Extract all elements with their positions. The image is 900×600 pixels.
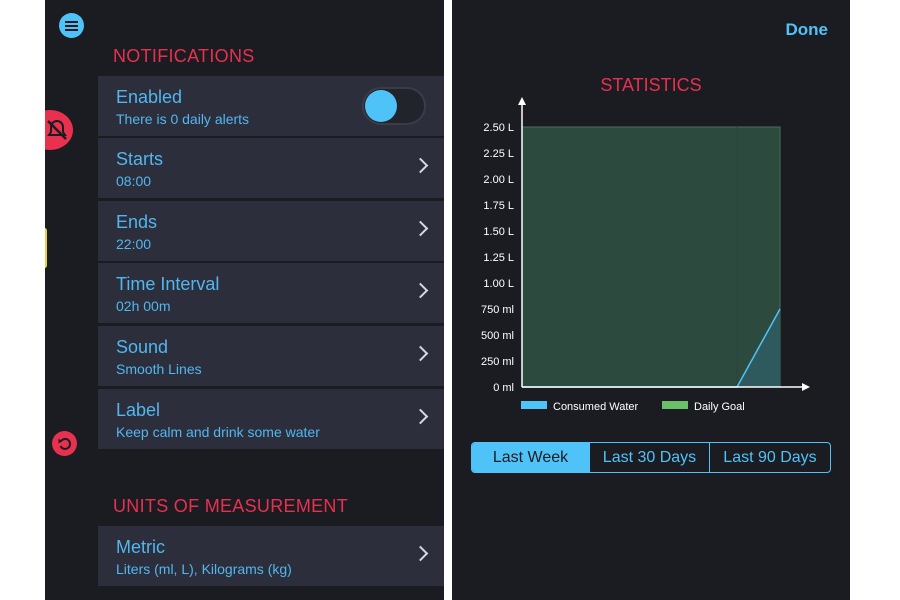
row-sound-title: Sound bbox=[116, 337, 169, 357]
menu-icon[interactable] bbox=[59, 13, 84, 38]
legend-label-daily-goal: Daily Goal bbox=[694, 401, 745, 413]
water-chart: 0 ml 250 ml 500 ml 750 ml 1.00 L 1.25 L 1.50 L… bbox=[481, 97, 810, 413]
chevron-right-icon bbox=[412, 408, 429, 425]
legend-swatch-consumed-water bbox=[521, 401, 547, 409]
chevron-right-icon bbox=[412, 157, 429, 174]
statistics-title: STATISTICS bbox=[600, 75, 702, 95]
reset-icon[interactable] bbox=[52, 431, 77, 456]
row-sound-subtitle: Smooth Lines bbox=[116, 361, 202, 377]
y-tick-label: 1.00 L bbox=[483, 278, 514, 290]
x-axis-arrow bbox=[802, 383, 810, 391]
chevron-right-icon bbox=[412, 282, 429, 299]
row-metric-subtitle: Liters (ml, L), Kilograms (kg) bbox=[116, 561, 292, 577]
toggle-knob bbox=[365, 90, 397, 122]
row-sound[interactable]: Sound Smooth Lines bbox=[98, 326, 444, 386]
y-tick-label: 2.50 L bbox=[483, 122, 514, 134]
daily-goal-area bbox=[521, 126, 781, 388]
row-time-interval[interactable]: Time Interval 02h 00m bbox=[98, 263, 444, 323]
row-ends[interactable]: Ends 22:00 bbox=[98, 201, 444, 261]
row-enabled-title: Enabled bbox=[116, 87, 183, 107]
tab-last-30-days[interactable]: Last 30 Days bbox=[590, 443, 710, 472]
row-enabled[interactable]: Enabled There is 0 daily alerts bbox=[98, 76, 444, 136]
y-tick-label: 1.75 L bbox=[483, 200, 514, 212]
tab-last-90-days[interactable]: Last 90 Days bbox=[723, 448, 817, 466]
units-header: UNITS OF MEASUREMENT bbox=[113, 496, 349, 516]
chevron-right-icon bbox=[412, 345, 429, 362]
row-metric[interactable]: Metric Liters (ml, L), Kilograms (kg) bbox=[98, 526, 444, 586]
row-label[interactable]: Label Keep calm and drink some water bbox=[98, 389, 444, 449]
legend-swatch-daily-goal bbox=[662, 401, 688, 409]
tab-last-week[interactable]: Last Week bbox=[472, 443, 590, 472]
y-tick-label: 2.00 L bbox=[483, 174, 514, 186]
row-label-title: Label bbox=[116, 400, 161, 420]
row-enabled-subtitle: There is 0 daily alerts bbox=[116, 111, 250, 127]
notifications-settings-screen: NOTIFICATIONS Enabled There is 0 daily a… bbox=[45, 0, 444, 600]
notifications-header: NOTIFICATIONS bbox=[113, 46, 255, 66]
y-tick-label: 1.25 L bbox=[483, 252, 514, 264]
chevron-right-icon bbox=[412, 545, 429, 562]
range-segmented-control: Last Week Last 30 Days Last 90 Days bbox=[471, 442, 831, 473]
row-starts-title: Starts bbox=[116, 149, 164, 169]
y-tick-label: 250 ml bbox=[481, 356, 514, 368]
consumed-water-area bbox=[522, 309, 780, 387]
side-rail bbox=[45, 0, 98, 600]
yellow-edge-marker bbox=[45, 228, 47, 268]
row-starts[interactable]: Starts 08:00 bbox=[98, 138, 444, 198]
statistics-screen: Done STATISTICS 0 ml 250 ml 500 ml 750 ml 1.… bbox=[452, 0, 850, 600]
y-tick-label: 750 ml bbox=[481, 304, 514, 316]
row-time-interval-title: Time Interval bbox=[116, 274, 220, 294]
enabled-toggle[interactable] bbox=[362, 87, 426, 125]
row-ends-subtitle: 22:00 bbox=[116, 236, 152, 252]
settings-list: NOTIFICATIONS Enabled There is 0 daily a… bbox=[98, 0, 444, 600]
y-axis-arrow bbox=[518, 97, 526, 105]
done-button[interactable]: Done bbox=[785, 20, 829, 39]
no-alert-icon[interactable] bbox=[45, 110, 73, 150]
chevron-right-icon bbox=[412, 220, 429, 237]
row-ends-title: Ends bbox=[116, 212, 158, 232]
y-tick-label: 1.50 L bbox=[483, 226, 514, 238]
row-time-interval-subtitle: 02h 00m bbox=[116, 298, 171, 314]
y-tick-label: 500 ml bbox=[481, 330, 514, 342]
row-metric-title: Metric bbox=[116, 537, 165, 557]
row-starts-subtitle: 08:00 bbox=[116, 173, 152, 189]
y-tick-label: 2.25 L bbox=[483, 148, 514, 160]
row-label-subtitle: Keep calm and drink some water bbox=[116, 424, 320, 440]
y-tick-label: 0 ml bbox=[493, 382, 514, 394]
legend-label-consumed-water: Consumed Water bbox=[553, 401, 639, 413]
